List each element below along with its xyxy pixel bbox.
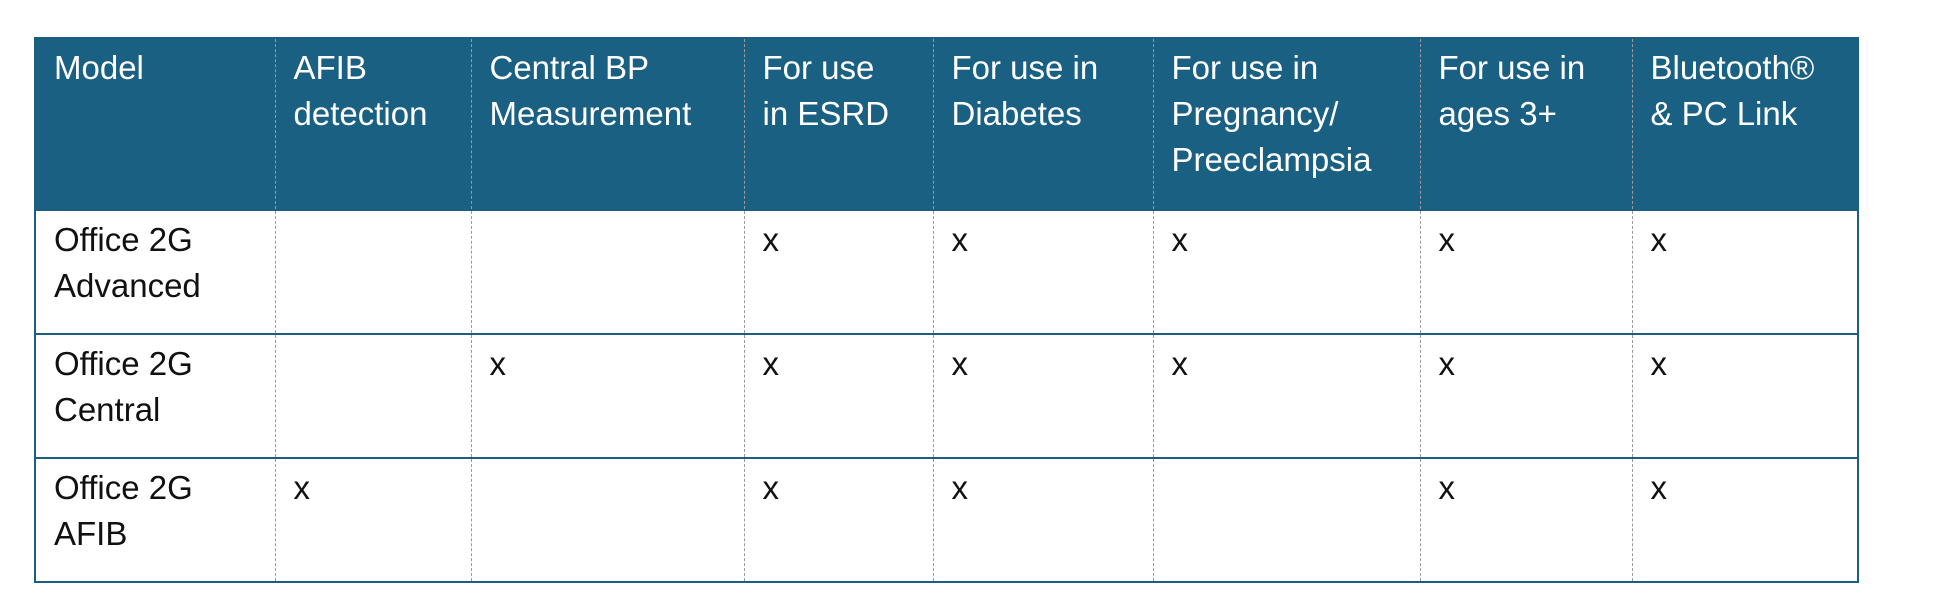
feature-mark: x: [1650, 469, 1668, 506]
feature-cell: [1152, 458, 1420, 582]
header-cell: AFIB detection: [274, 38, 471, 210]
feature-cell: x: [1419, 334, 1632, 458]
model-cell: Office 2G Central: [35, 334, 275, 458]
header-text: & PC Link: [1650, 95, 1798, 132]
feature-cell: [274, 210, 471, 334]
feature-mark: x: [1438, 469, 1456, 506]
header-text: Measurement: [489, 95, 692, 132]
header-text: For use in: [951, 49, 1099, 86]
feature-cell: x: [743, 210, 933, 334]
header-text: detection: [293, 95, 428, 132]
header-text: Diabetes: [951, 95, 1082, 132]
feature-cell: x: [932, 210, 1153, 334]
feature-cell: x: [1419, 458, 1632, 582]
header-text: For use in: [1171, 49, 1319, 86]
model-text: AFIB: [54, 515, 128, 552]
feature-cell: x: [274, 458, 471, 582]
feature-mark: x: [293, 469, 311, 506]
header-text: in ESRD: [762, 95, 890, 132]
table-row: Office 2G Central x x x x x x: [35, 334, 1858, 458]
table-row: Office 2G AFIB x x x x x: [35, 458, 1858, 582]
header-cell: For use in ages 3+: [1419, 38, 1632, 210]
model-text: Office 2G: [54, 469, 193, 506]
header-text: Preeclampsia: [1171, 141, 1372, 178]
feature-mark: x: [1438, 345, 1456, 382]
feature-cell: [470, 210, 744, 334]
feature-cell: x: [1631, 210, 1858, 334]
header-text: Bluetooth®: [1650, 49, 1815, 86]
header-cell: Central BP Measurement: [470, 38, 744, 210]
feature-mark: x: [1650, 221, 1668, 258]
feature-cell: x: [1419, 210, 1632, 334]
feature-cell: x: [743, 458, 933, 582]
model-cell: Office 2G Advanced: [35, 210, 275, 334]
header-text: For use in: [1438, 49, 1586, 86]
table-row: Office 2G Advanced x x x x x: [35, 210, 1858, 334]
feature-cell: x: [1152, 210, 1420, 334]
model-text: Office 2G: [54, 345, 193, 382]
feature-mark: x: [951, 469, 969, 506]
feature-mark: x: [489, 345, 507, 382]
feature-cell: x: [1152, 334, 1420, 458]
header-row: Model AFIB detection Central BP Measurement F…: [35, 38, 1858, 210]
model-text: Central: [54, 391, 161, 428]
feature-cell: x: [1631, 334, 1858, 458]
header-cell: For use in Pregnancy/Preeclampsia: [1152, 38, 1420, 210]
header-text: For use: [762, 49, 875, 86]
header-text: Model: [54, 49, 144, 86]
header-text: Central BP: [489, 49, 650, 86]
feature-mark: x: [951, 345, 969, 382]
feature-cell: [274, 334, 471, 458]
feature-mark: x: [1171, 221, 1189, 258]
feature-mark: x: [762, 345, 780, 382]
feature-cell: x: [932, 458, 1153, 582]
table-body: Office 2G Advanced x x x x x Office 2G Central x x…: [35, 210, 1858, 582]
header-cell: Model: [35, 38, 275, 210]
feature-mark: x: [762, 221, 780, 258]
header-text: AFIB: [293, 49, 367, 86]
model-cell: Office 2G AFIB: [35, 458, 275, 582]
header-cell: For use in ESRD: [743, 38, 933, 210]
header-cell: For use in Diabetes: [932, 38, 1153, 210]
feature-mark: x: [1650, 345, 1668, 382]
feature-mark: x: [1171, 345, 1189, 382]
feature-cell: x: [1631, 458, 1858, 582]
feature-mark: x: [762, 469, 780, 506]
model-text: Office 2G: [54, 221, 193, 258]
model-text: Advanced: [54, 267, 201, 304]
feature-cell: [470, 458, 744, 582]
feature-cell: x: [470, 334, 744, 458]
header-text: ages 3+: [1438, 95, 1557, 132]
feature-mark: x: [1438, 221, 1456, 258]
header-text: Pregnancy/: [1171, 95, 1339, 132]
header-cell: Bluetooth® & PC Link: [1631, 38, 1858, 210]
comparison-table: Model AFIB detection Central BP Measurement F…: [34, 37, 1859, 583]
feature-cell: x: [932, 334, 1153, 458]
feature-cell: x: [743, 334, 933, 458]
feature-mark: x: [951, 221, 969, 258]
